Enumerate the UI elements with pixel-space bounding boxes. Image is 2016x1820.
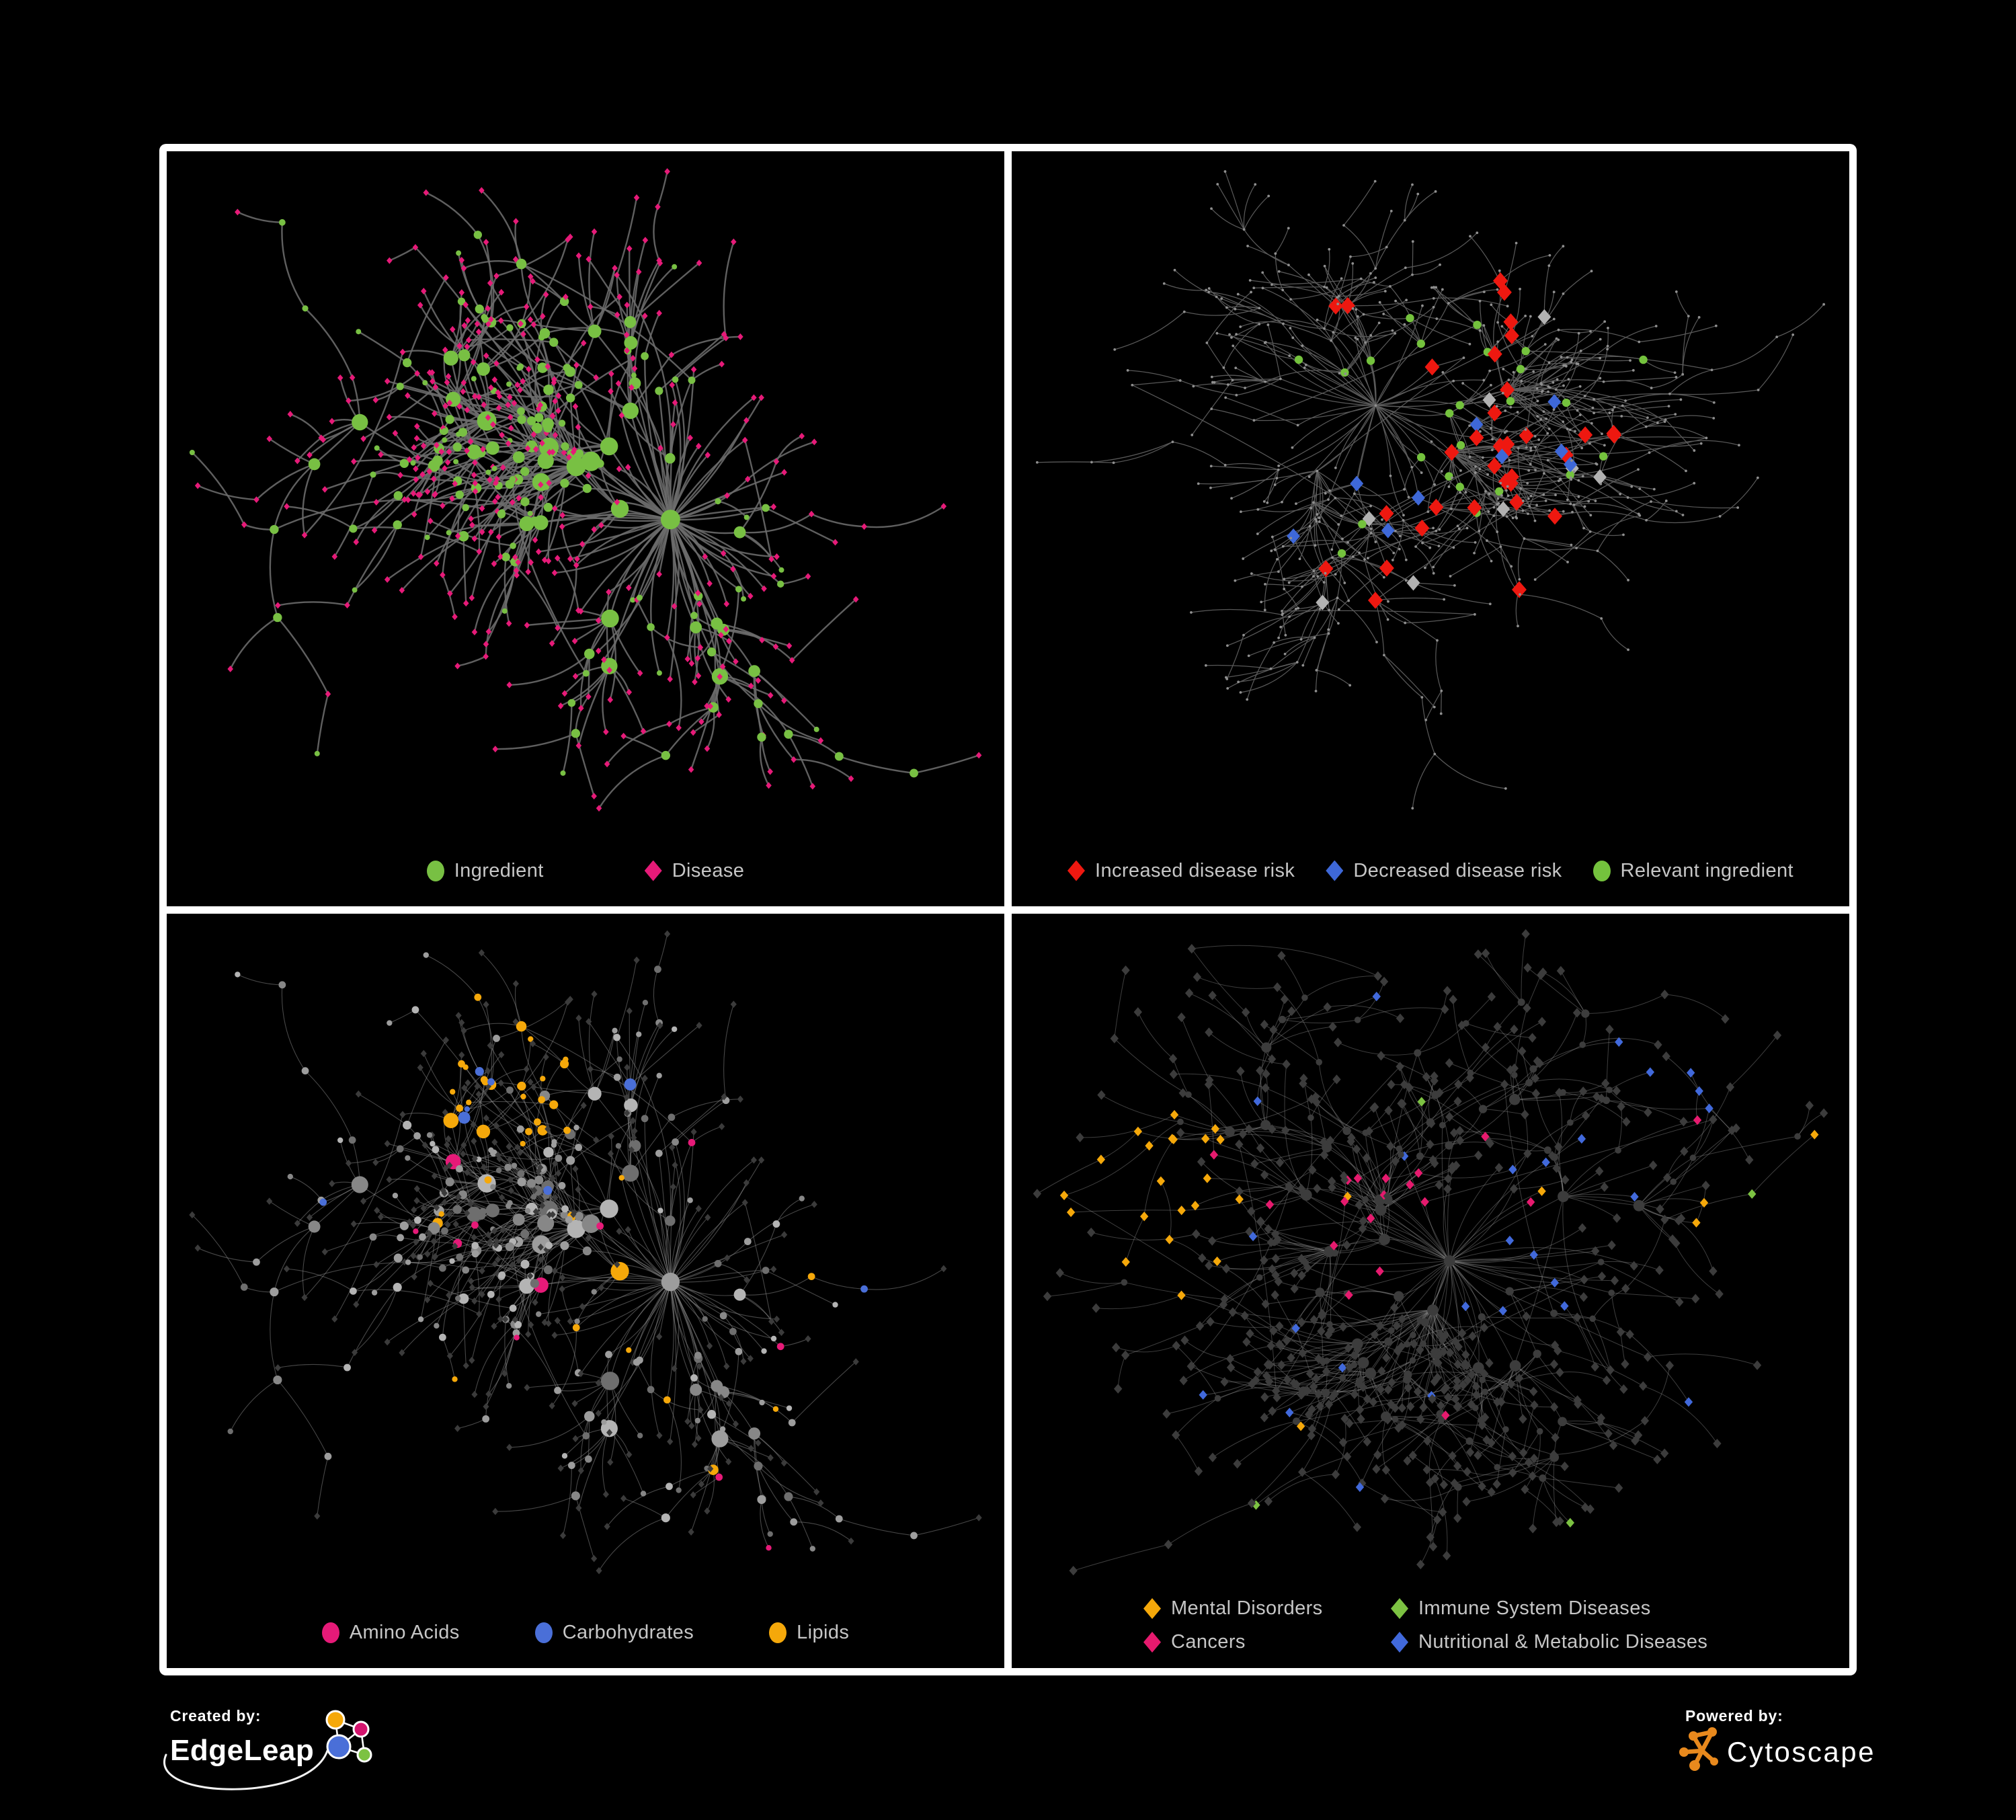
legend-label: Nutritional & Metabolic Diseases (1418, 1631, 1708, 1653)
legend-item-lipids: Lipids (769, 1622, 849, 1644)
panel-ingredient-disease: Ingredient Disease (167, 151, 1004, 906)
disease-class-graph (1033, 928, 1828, 1575)
legend-item-mental-disorders: Mental Disorders (1143, 1597, 1323, 1620)
panel-disease-risk: Increased disease risk Decreased disease… (1012, 151, 1849, 906)
legend-item-cancers: Cancers (1143, 1631, 1246, 1653)
powered-by-block: Powered by: Cytoscape (1679, 1706, 1880, 1794)
increased-risk-marker-icon (1067, 860, 1085, 881)
carbohydrates-marker-icon (534, 1622, 553, 1643)
edgeleap-logo: Created by: EdgeLeap (163, 1707, 372, 1790)
legend-ingredient-disease: Ingredient Disease (167, 860, 1004, 882)
edgeleap-node-green (356, 1747, 372, 1763)
ingredient-marker-icon (426, 860, 444, 881)
edgeleap-node-pink (352, 1720, 370, 1738)
cancers-marker-icon (1143, 1632, 1161, 1653)
legend-disease-classes: Mental Disorders Immune System Diseases … (1143, 1597, 1707, 1653)
ingredient-disease-graph (189, 168, 982, 812)
edgeleap-node-blue (326, 1734, 352, 1759)
legend-disease-risk: Increased disease risk Decreased disease… (1012, 860, 1849, 882)
edgeleap-wordmark: EdgeLeap (170, 1734, 314, 1767)
legend-label: Ingredient (454, 859, 544, 881)
panel-disease-classes: Mental Disorders Immune System Diseases … (1012, 913, 1849, 1668)
created-by-block: Created by: EdgeLeap (159, 1706, 495, 1814)
immune-diseases-marker-icon (1391, 1598, 1408, 1619)
legend-item-nutritional-metabolic: Nutritional & Metabolic Diseases (1391, 1631, 1707, 1653)
legend-item-decreased-risk: Decreased disease risk (1326, 860, 1562, 882)
edgeleap-swoosh (163, 1749, 329, 1790)
legend-item-increased-risk: Increased disease risk (1067, 860, 1295, 882)
legend-nutrient-classes: Amino Acids Carbohydrates Lipids (167, 1622, 1004, 1644)
panel-nutrient-classes: Amino Acids Carbohydrates Lipids (167, 913, 1004, 1668)
lipids-marker-icon (769, 1622, 787, 1643)
legend-item-amino-acids: Amino Acids (321, 1622, 460, 1644)
nutrient-class-graph (189, 930, 982, 1574)
powered-by-label: Powered by: (1685, 1707, 1783, 1725)
legend-label: Relevant ingredient (1620, 859, 1794, 881)
decreased-risk-marker-icon (1326, 860, 1344, 881)
legend-label: Mental Disorders (1171, 1597, 1323, 1619)
legend-label: Disease (672, 859, 745, 881)
legend-label: Decreased disease risk (1353, 859, 1562, 881)
legend-item-ingredient: Ingredient (426, 859, 544, 882)
legend-label: Amino Acids (349, 1622, 460, 1643)
legend-item-carbohydrates: Carbohydrates (534, 1622, 694, 1644)
edgeleap-node-orange (325, 1710, 346, 1730)
cytoscape-mark (1679, 1727, 1718, 1771)
legend-label: Increased disease risk (1094, 859, 1295, 881)
disease-risk-graph (1035, 170, 1826, 810)
cytoscape-wordmark: Cytoscape (1727, 1736, 1876, 1768)
panel-grid: Ingredient Disease Increased disease ris… (159, 144, 1857, 1675)
legend-label: Carbohydrates (562, 1622, 694, 1643)
legend-label: Lipids (797, 1622, 850, 1643)
relevant-ingredient-marker-icon (1592, 860, 1611, 881)
legend-item-disease: Disease (644, 859, 745, 882)
legend-item-relevant-ingredient: Relevant ingredient (1592, 859, 1794, 882)
created-by-label: Created by: (170, 1707, 261, 1725)
disease-marker-icon (644, 860, 662, 881)
legend-item-immune-diseases: Immune System Diseases (1391, 1597, 1651, 1620)
legend-label: Immune System Diseases (1418, 1597, 1651, 1619)
nutritional-metabolic-marker-icon (1391, 1632, 1408, 1653)
cytoscape-logo: Powered by: Cytoscape (1679, 1707, 1876, 1771)
mental-disorders-marker-icon (1143, 1598, 1161, 1619)
amino-acids-marker-icon (321, 1622, 339, 1643)
legend-label: Cancers (1171, 1631, 1246, 1653)
